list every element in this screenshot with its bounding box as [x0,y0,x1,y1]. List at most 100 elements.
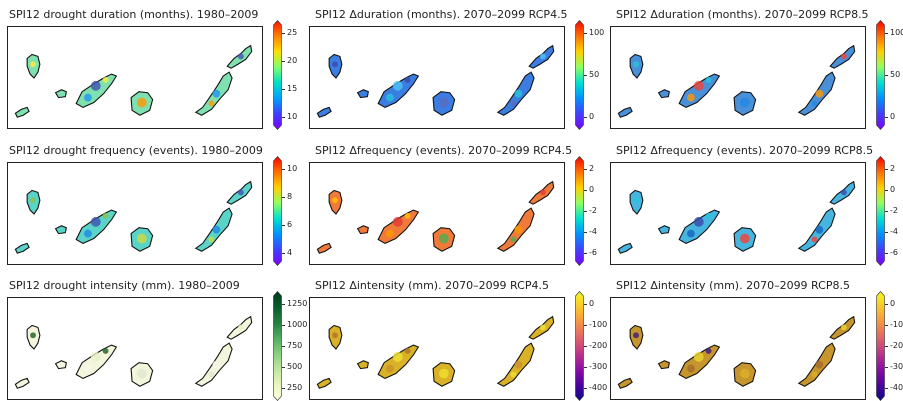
island-tenerife [75,209,118,245]
value-patch [30,61,36,68]
value-patch [687,229,695,238]
colorbar-tick-mark [584,346,587,347]
value-patch [840,53,847,60]
value-patch [84,364,92,373]
colorbar-gradient [575,291,584,401]
map-frame [610,297,866,400]
islands-map [316,180,555,254]
colorbar-gradient [876,291,885,401]
islands-map [316,315,555,389]
islands-map [617,315,856,389]
value-patch [84,229,92,238]
colorbar-tick-mark [282,304,285,305]
colorbar-tick-label: 0 [589,299,595,308]
colorbar-tick-label: 2 [890,164,896,173]
island-la-gomera [657,225,670,235]
value-patch [212,225,221,234]
value-patch [633,332,639,339]
colorbar-tick-mark [584,304,587,305]
panel-title: SPI12 drought frequency (events). 1980–2… [9,144,263,157]
value-patch [392,351,403,362]
colorbar-tick-label: 500 [287,362,303,371]
colorbar-tick-label: 100 [589,28,605,37]
panel-title: SPI12 drought duration (months). 1980–20… [9,8,259,21]
value-patch [510,371,517,378]
colorbar [876,291,885,401]
value-patch [136,97,147,108]
islands-map [617,180,856,254]
colorbar-tick-label: 4 [287,248,293,257]
value-patch [539,53,546,60]
value-patch [693,351,704,362]
value-patch [633,197,639,204]
colorbar-gradient [273,291,282,401]
colorbar-tick-mark [885,253,888,254]
value-patch [705,213,712,219]
islands-map [14,44,253,118]
colorbar-tick-mark [584,211,587,212]
colorbar-tick-label: -300 [589,362,608,371]
colorbar [876,20,885,130]
colorbar-tick-label: -300 [890,362,903,371]
colorbar-tick-label: 25 [287,28,298,37]
colorbar-tick-mark [584,33,587,34]
colorbar-tick-label: 250 [287,383,303,392]
colorbar-tick-label: -200 [890,341,903,350]
value-patch [404,77,411,83]
colorbar-tick-mark [885,169,888,170]
value-patch [705,348,712,354]
value-patch [386,93,394,102]
colorbar-tick-label: 0 [890,185,896,194]
value-patch [811,100,818,107]
value-patch [705,77,712,83]
island-el-hierro [316,106,332,118]
value-patch [514,89,523,98]
colorbar-gradient [575,156,584,266]
colorbar-tick-label: 8 [287,192,293,201]
value-patch [212,89,221,98]
panel-title: SPI12 Δintensity (mm). 2070–2099 RCP4.5 [315,279,549,292]
island-el-hierro [617,242,633,254]
value-patch [102,348,109,354]
island-tenerife [678,73,721,109]
colorbar-tick-label: 1250 [287,299,308,308]
colorbar-tick-mark [885,388,888,389]
colorbar [575,291,584,401]
colorbar-tick-mark [282,117,285,118]
colorbar-tick-label: -6 [890,248,898,257]
value-patch [404,213,411,219]
colorbar-tick-mark [584,169,587,170]
colorbar-tick-mark [885,325,888,326]
colorbar-tick-label: 0 [890,299,896,308]
colorbar [876,156,885,266]
island-el-hierro [316,242,332,254]
map-frame [610,26,866,129]
colorbar [273,291,282,401]
value-patch [392,216,403,227]
colorbar-tick-mark [282,388,285,389]
value-patch [237,53,244,60]
colorbar-tick-mark [282,33,285,34]
colorbar [575,156,584,266]
colorbar-tick-label: -400 [890,383,903,392]
colorbar-gradient [876,156,885,266]
value-patch [208,371,215,378]
island-el-hierro [316,377,332,389]
value-patch [30,332,36,339]
colorbar-tick-label: 6 [287,220,293,229]
island-la-gomera [657,89,670,99]
value-patch [840,189,847,196]
island-la-gomera [356,360,369,370]
value-patch [332,197,338,204]
island-la-gomera [54,89,67,99]
value-patch [633,61,639,68]
colorbar-tick-mark [885,75,888,76]
value-patch [102,77,109,83]
islands-map [316,44,555,118]
colorbar-tick-label: 20 [287,56,298,65]
value-patch [30,197,36,204]
value-patch [693,80,704,91]
value-patch [539,324,546,331]
colorbar-tick-label: -200 [589,341,608,350]
value-patch [212,360,221,369]
